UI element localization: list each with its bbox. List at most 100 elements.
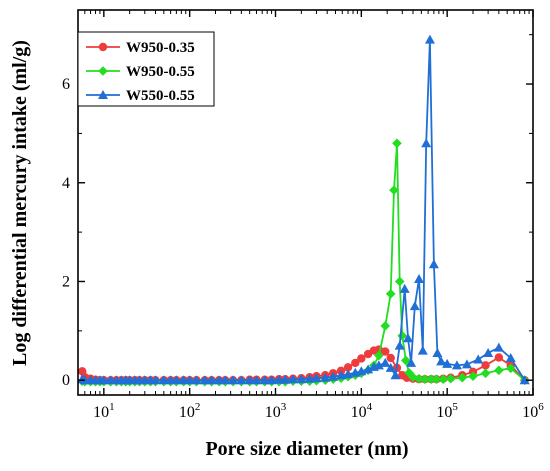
data-point	[417, 345, 428, 355]
data-point	[351, 358, 360, 368]
data-point	[401, 355, 411, 366]
x-tick-label: 106	[522, 401, 544, 421]
data-point	[436, 356, 447, 366]
data-point	[150, 375, 161, 385]
data-point	[288, 374, 299, 384]
data-point	[424, 34, 435, 44]
y-tick-label: 2	[62, 273, 70, 290]
data-point	[426, 374, 436, 385]
data-point	[98, 375, 109, 385]
data-point	[431, 374, 442, 385]
series-W950-0.55	[77, 138, 530, 387]
legend-label: W950-0.55	[126, 64, 195, 80]
legend-label: W550-0.55	[126, 88, 195, 104]
data-point	[199, 375, 210, 385]
data-point	[394, 276, 405, 287]
x-tick-label: 105	[436, 401, 458, 421]
data-point	[343, 363, 353, 372]
x-tick-label: 102	[179, 401, 201, 421]
data-point	[374, 350, 384, 361]
x-tick-label: 101	[93, 401, 115, 421]
data-point	[408, 372, 418, 383]
data-point	[394, 340, 405, 350]
data-point	[206, 375, 217, 385]
data-point	[191, 375, 202, 385]
data-point	[414, 373, 424, 384]
data-point	[184, 375, 195, 385]
y-tick-label: 6	[62, 76, 70, 93]
data-point	[420, 374, 430, 385]
data-point	[385, 362, 396, 372]
data-point	[399, 283, 410, 293]
data-point	[343, 369, 354, 379]
data-point	[494, 365, 504, 376]
data-point	[483, 348, 494, 358]
data-point	[414, 274, 425, 284]
data-point	[158, 375, 169, 385]
data-point	[251, 375, 262, 385]
axes-layer: 101 102 103 104 105 106 0 2 4 6	[62, 10, 544, 421]
legend-label: W950-0.35	[126, 40, 195, 56]
x-tick-label: 103	[265, 401, 287, 421]
data-point	[432, 348, 443, 358]
data-point	[468, 371, 478, 382]
data-point	[320, 372, 331, 382]
data-point	[380, 357, 391, 367]
data-point	[280, 374, 291, 384]
data-point	[236, 375, 247, 385]
legend-marker	[98, 42, 108, 52]
data-point	[421, 138, 432, 148]
data-point	[386, 353, 395, 363]
data-point	[494, 353, 504, 362]
data-point	[380, 321, 391, 331]
data-point	[406, 357, 417, 367]
legend-marker	[98, 66, 108, 76]
data-point	[505, 363, 516, 374]
y-tick-label: 4	[62, 175, 70, 192]
data-point	[328, 371, 339, 381]
data-point	[457, 372, 468, 383]
data-point	[228, 375, 239, 385]
data-point	[392, 138, 402, 149]
data-point	[390, 370, 401, 380]
data-point	[259, 375, 270, 385]
data-point	[336, 370, 347, 380]
data-point	[451, 360, 462, 370]
data-point	[244, 375, 255, 385]
data-point	[442, 358, 453, 368]
data-point	[381, 347, 390, 356]
data-point	[311, 373, 322, 383]
data-point	[296, 374, 307, 384]
data-point	[385, 289, 396, 299]
data-point	[220, 375, 231, 385]
legend-item: W950-0.35	[86, 40, 195, 56]
series-layer	[77, 34, 530, 387]
data-point	[404, 367, 414, 378]
data-point	[409, 301, 420, 311]
data-point	[363, 364, 374, 374]
data-point	[389, 185, 399, 195]
data-point	[493, 342, 504, 352]
data-point	[373, 360, 384, 370]
data-point	[461, 359, 472, 369]
data-point	[505, 352, 516, 362]
data-point	[480, 368, 491, 379]
y-tick-label: 0	[62, 372, 70, 389]
series-W550-0.55	[77, 34, 530, 385]
data-point	[445, 373, 456, 384]
legend-item: W550-0.55	[86, 88, 195, 104]
data-point	[438, 374, 449, 385]
data-point	[171, 375, 182, 385]
x-tick-label: 104	[351, 401, 373, 421]
series-line	[82, 143, 526, 383]
legend-item: W950-0.55	[86, 64, 195, 80]
data-point	[304, 373, 315, 383]
plot-frame	[77, 9, 534, 396]
data-point	[428, 259, 439, 269]
legend-marker	[98, 90, 108, 99]
legend: W950-0.35 W950-0.55 W550-0.55	[77, 31, 215, 107]
y-axis-title: Log differential mercury intake (ml/g)	[9, 40, 31, 366]
data-point	[473, 354, 484, 364]
data-point	[481, 361, 490, 370]
